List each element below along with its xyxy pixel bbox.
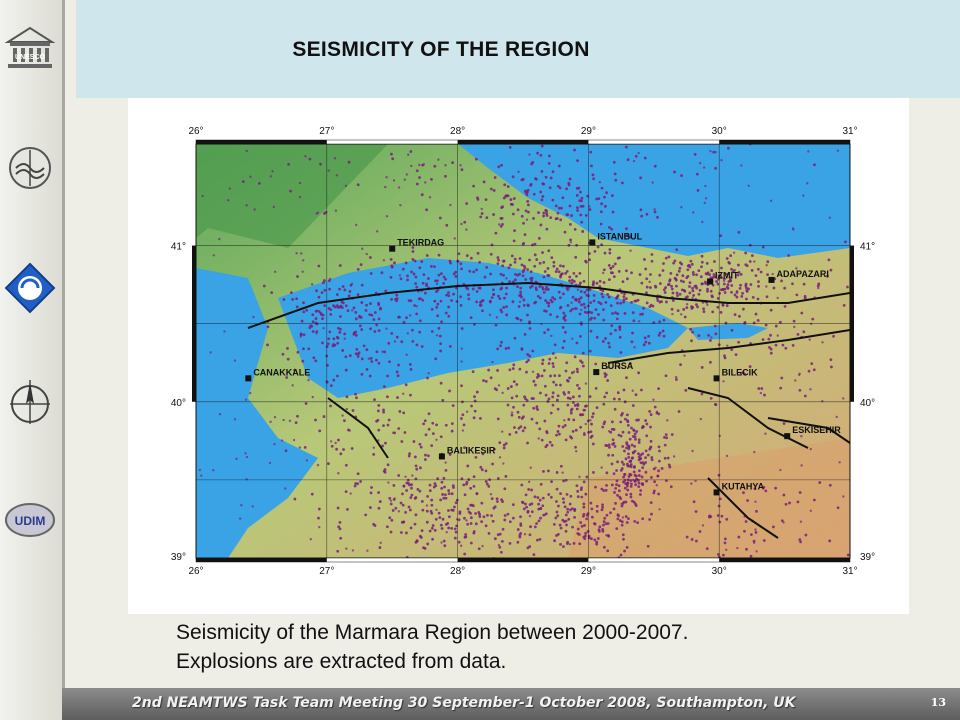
slide-number: 13 — [930, 696, 946, 709]
city-marker — [245, 375, 252, 382]
lat-tick-label: 40° — [860, 398, 875, 409]
city-marker — [768, 276, 775, 283]
scale-marks — [192, 140, 854, 562]
lon-tick-label: 27° — [319, 566, 334, 577]
footer-text: 2nd NEAMTWS Task Team Meeting 30 Septemb… — [132, 695, 796, 711]
black-sea — [458, 144, 850, 258]
lat-lon-grid — [196, 144, 850, 558]
map-svg: EDIRNE KIRKLARELI TEKIRDAG ISTANBUL IZMIT ADA… — [171, 119, 875, 577]
lat-tick-label: 39° — [171, 552, 186, 563]
caption-line-1: Seismicity of the Marmara Region between… — [176, 621, 689, 644]
footer-bar: 2nd NEAMTWS Task Team Meeting 30 Septemb… — [62, 688, 960, 720]
city-label: KIRKLARELI — [361, 119, 416, 129]
city-label: ISTANBUL — [597, 231, 642, 241]
city-marker — [438, 453, 445, 460]
udim-text: UDIM — [15, 514, 46, 528]
city-marker — [593, 369, 600, 376]
lon-tick-label: 26° — [188, 566, 203, 577]
city-marker — [784, 433, 791, 440]
city-label: KUTAHYA — [722, 481, 765, 491]
lat-tick-label: 41° — [860, 242, 875, 253]
unesco-text: UNESCO — [15, 54, 46, 61]
eu-logo — [4, 262, 56, 314]
city-layer: EDIRNE KIRKLARELI TEKIRDAG ISTANBUL IZMIT ADA… — [245, 119, 841, 496]
caption: Seismicity of the Marmara Region between… — [176, 618, 688, 676]
seismic-events — [198, 144, 850, 558]
lon-ticks-top: 26° 27° 28° 29° 30° 31° — [188, 126, 857, 137]
city-marker — [589, 239, 596, 246]
lon-tick-label: 30° — [712, 126, 727, 137]
lon-tick-label: 26° — [188, 126, 203, 137]
lat-tick-label: 39° — [860, 552, 875, 563]
city-marker — [713, 375, 720, 382]
city-marker — [353, 127, 359, 133]
lon-ticks-bottom: 26° 27° 28° 29° 30° 31° — [188, 566, 857, 577]
lon-tick-label: 28° — [450, 126, 465, 137]
city-marker — [713, 489, 720, 496]
slide-title: SEISMICITY OF THE REGION — [292, 38, 590, 61]
lon-tick-label: 30° — [712, 566, 727, 577]
anatolia-highland — [568, 438, 850, 558]
city-label: ESKISEHIR — [792, 425, 841, 435]
ioc-logo — [9, 147, 51, 189]
unesco-logo: UNESCO — [4, 26, 56, 68]
udim-logo: UDIM — [5, 503, 55, 537]
lon-tick-label: 29° — [581, 126, 596, 137]
seismicity-map: EDIRNE KIRKLARELI TEKIRDAG ISTANBUL IZMIT ADA… — [128, 98, 909, 614]
map-body: EDIRNE KIRKLARELI TEKIRDAG ISTANBUL IZMIT ADA… — [196, 119, 850, 558]
lon-tick-label: 28° — [450, 566, 465, 577]
city-label: BALIKESIR — [447, 445, 496, 455]
city-marker — [707, 278, 714, 285]
lat-tick-label: 41° — [171, 242, 186, 253]
compass-logo — [10, 380, 50, 424]
lat-ticks-left: 41° 40° 39° — [171, 242, 186, 563]
lon-tick-label: 29° — [581, 566, 596, 577]
city-label: TEKIRDAG — [397, 238, 444, 248]
lat-ticks-right: 41° 40° 39° — [860, 242, 875, 563]
lon-tick-label: 31° — [842, 566, 857, 577]
city-label: EDIRNE — [273, 128, 307, 138]
sidebar: UNESCO UDIM — [0, 0, 65, 720]
aegean-sea — [196, 268, 318, 558]
city-label: BURSA — [601, 361, 634, 371]
city-label: ADAPAZARI — [777, 269, 829, 279]
city-marker — [389, 245, 396, 252]
city-label: CANAKKALE — [253, 367, 310, 377]
lat-tick-label: 40° — [171, 398, 186, 409]
caption-line-2: Explosions are extracted from data. — [176, 650, 507, 673]
lon-tick-label: 31° — [842, 126, 857, 137]
city-label: IZMIT — [715, 270, 739, 280]
thrace-hills — [196, 144, 388, 248]
lon-tick-label: 27° — [319, 126, 334, 137]
title-bar — [76, 0, 960, 98]
city-label: BILECIK — [722, 367, 759, 377]
